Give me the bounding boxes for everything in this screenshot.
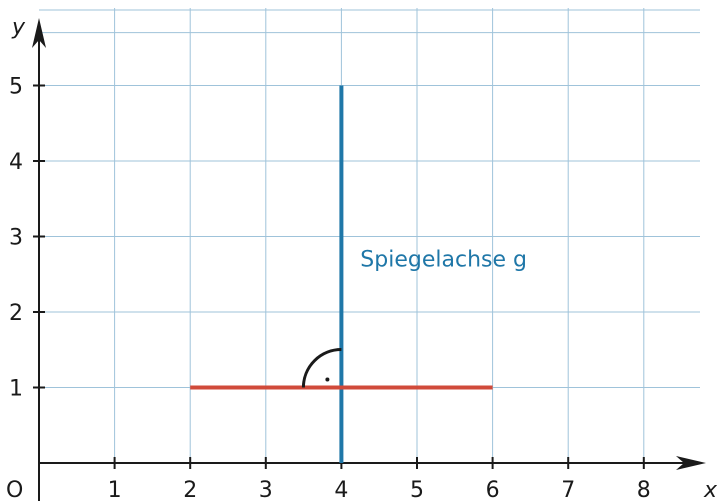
y-tick-label: 1	[9, 377, 23, 402]
right-angle-marker	[301, 348, 342, 388]
y-tick-label: 3	[9, 226, 23, 251]
labels: x y O Spiegelachse g 1 2 3 4 5 6 7 8 1 2 3 4 5	[6, 15, 717, 501]
y-tick-label: 5	[9, 75, 23, 100]
right-angle-dot	[325, 377, 330, 382]
y-tick-label: 2	[9, 301, 23, 326]
mirror-axis-label: Spiegelachse g	[360, 248, 527, 273]
axes	[32, 18, 706, 501]
x-tick-label: 1	[108, 478, 122, 501]
x-tick-label: 7	[561, 478, 575, 501]
x-tick-label: 8	[637, 478, 651, 501]
y-axis-arrow-icon	[32, 18, 46, 48]
right-angle-arc	[301, 348, 342, 388]
grid	[39, 8, 700, 463]
y-tick-label: 4	[9, 150, 23, 175]
x-axis-arrow-icon	[676, 456, 706, 470]
x-tick-label: 6	[486, 478, 500, 501]
segments	[190, 85, 493, 463]
x-axis-label: x	[703, 478, 717, 501]
y-axis-label: y	[11, 15, 26, 40]
x-tick-label: 5	[410, 478, 424, 501]
x-tick-label: 4	[334, 478, 348, 501]
origin-label: O	[6, 478, 23, 501]
x-tick-label: 2	[183, 478, 197, 501]
x-tick-label: 3	[259, 478, 273, 501]
